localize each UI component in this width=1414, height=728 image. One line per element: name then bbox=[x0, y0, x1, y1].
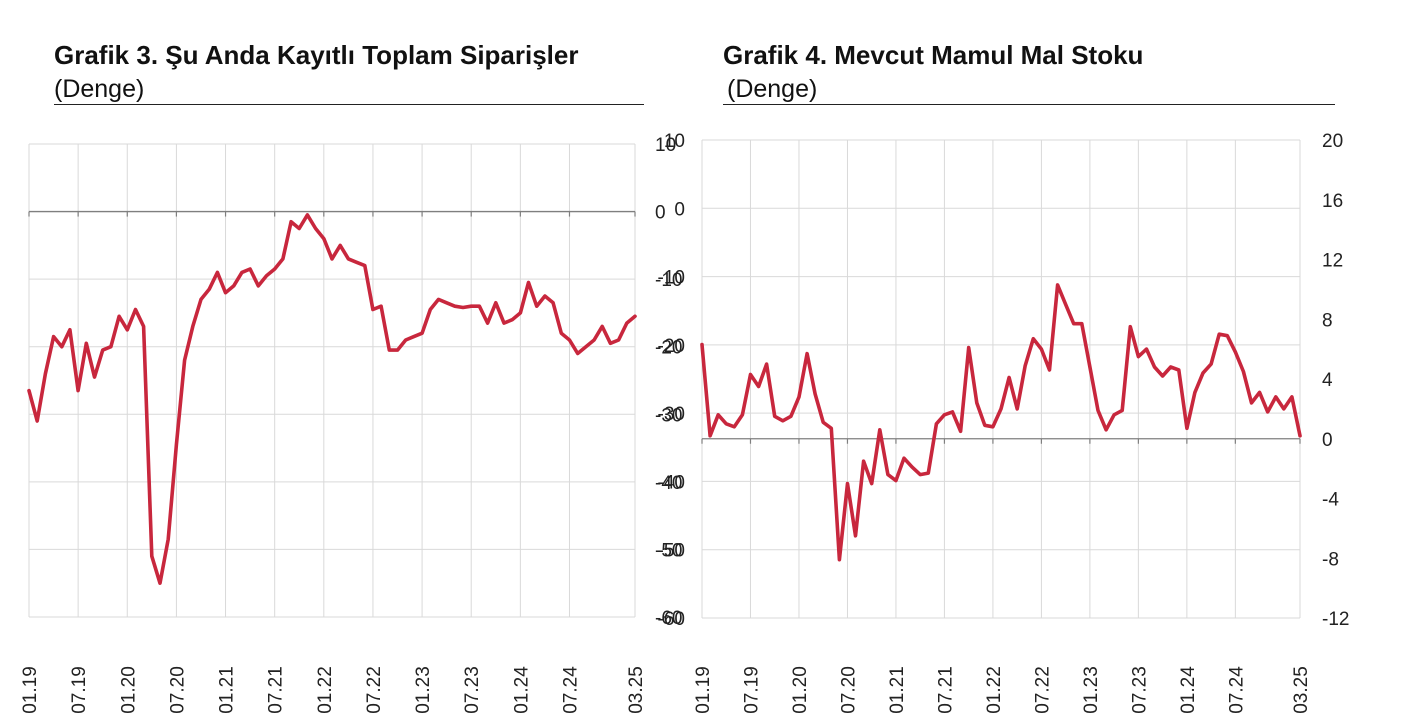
x-tick-label: 01.20 bbox=[118, 666, 139, 714]
series-line bbox=[27, 213, 637, 586]
chart-4-title: Grafik 4. Mevcut Mamul Mal Stoku bbox=[723, 40, 1144, 70]
y2-tick-label: -4 bbox=[1322, 490, 1339, 511]
x-tick-label: 07.22 bbox=[364, 666, 385, 714]
chart-4-subtitle: (Denge) bbox=[727, 75, 818, 103]
x-tick-label: 01.22 bbox=[984, 666, 1005, 714]
y-tick-label: 0 bbox=[674, 199, 685, 220]
y2-tick-label: 8 bbox=[1322, 310, 1333, 331]
chart-3-title-rule bbox=[54, 104, 644, 105]
x-tick-label: 07.20 bbox=[838, 666, 859, 714]
x-tick-label: 01.23 bbox=[1081, 666, 1102, 714]
x-tick-label: 07.20 bbox=[167, 666, 188, 714]
y2-tick-label: 16 bbox=[1322, 191, 1343, 212]
y2-tick-label: -12 bbox=[1322, 609, 1349, 630]
x-tick-label: 01.19 bbox=[693, 666, 714, 714]
x-tick-label: 07.19 bbox=[69, 666, 90, 714]
x-tick-label: 01.22 bbox=[315, 666, 336, 714]
x-tick-label: 01.21 bbox=[887, 666, 908, 714]
chart-3-subtitle: (Denge) bbox=[54, 75, 145, 103]
x-tick-label: 01.21 bbox=[217, 666, 238, 714]
y2-tick-label: 20 bbox=[1322, 131, 1343, 152]
y-tick-label: -60 bbox=[658, 609, 685, 630]
y-tick-label: -30 bbox=[658, 404, 685, 425]
y2-tick-label: 4 bbox=[1322, 370, 1333, 391]
x-tick-label: 01.24 bbox=[1178, 666, 1199, 714]
x-tick-label: 01.19 bbox=[20, 666, 41, 714]
chart-3-title: Grafik 3. Şu Anda Kayıtlı Toplam Sipariş… bbox=[54, 40, 579, 70]
y2-tick-label: -8 bbox=[1322, 549, 1339, 570]
y-tick-label: 10 bbox=[664, 131, 685, 152]
y-tick-label: 10 bbox=[655, 135, 676, 156]
x-tick-label: 07.21 bbox=[935, 666, 956, 714]
x-tick-label: 07.23 bbox=[462, 666, 483, 714]
x-tick-label: 03.25 bbox=[1291, 666, 1312, 714]
y-tick-label: -10 bbox=[658, 268, 685, 289]
x-tick-label: 07.23 bbox=[1129, 666, 1150, 714]
y-tick-label: -50 bbox=[658, 541, 685, 562]
y-tick-label: 0 bbox=[655, 203, 666, 224]
y2-tick-label: 0 bbox=[1322, 430, 1333, 451]
x-tick-label: 01.20 bbox=[790, 666, 811, 714]
x-tick-label: 03.25 bbox=[626, 666, 647, 714]
y-tick-label: -20 bbox=[658, 336, 685, 357]
y-tick-label: -20 bbox=[655, 338, 682, 359]
x-tick-label: 07.24 bbox=[1226, 666, 1247, 714]
x-tick-label: 07.22 bbox=[1032, 666, 1053, 714]
y-tick-label: -50 bbox=[655, 540, 682, 561]
x-tick-label: 01.23 bbox=[413, 666, 434, 714]
series-line bbox=[700, 283, 1302, 562]
y-tick-label: -40 bbox=[655, 473, 682, 494]
x-tick-label: 07.21 bbox=[266, 666, 287, 714]
x-tick-label: 07.24 bbox=[560, 666, 581, 714]
x-tick-label: 01.24 bbox=[511, 666, 532, 714]
y2-tick-label: 12 bbox=[1322, 251, 1343, 272]
y-tick-label: -40 bbox=[658, 472, 685, 493]
y-tick-label: -30 bbox=[655, 405, 682, 426]
y-tick-label: -10 bbox=[655, 270, 682, 291]
x-tick-label: 07.19 bbox=[741, 666, 762, 714]
chart-4-title-rule bbox=[723, 104, 1335, 105]
y-tick-label: -60 bbox=[655, 608, 682, 629]
